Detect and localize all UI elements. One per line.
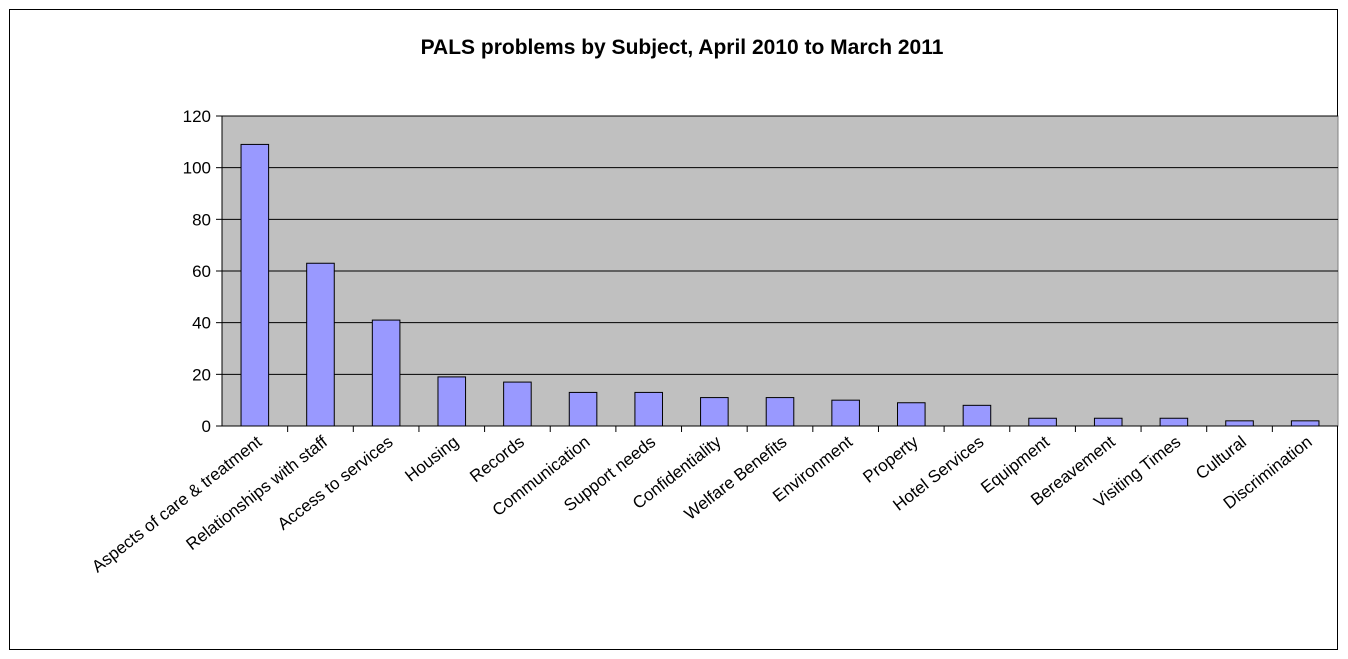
y-tick-label: 100 xyxy=(183,159,211,178)
bar xyxy=(765,397,795,427)
x-category-label: Cultural xyxy=(1192,432,1250,483)
bar xyxy=(1225,420,1254,427)
bar xyxy=(962,404,992,427)
x-category-labels: Aspects of care & treatmentRelationships… xyxy=(88,432,1315,576)
gridlines xyxy=(222,115,1338,375)
y-tick-label: 20 xyxy=(192,365,211,384)
bar xyxy=(1028,417,1057,427)
y-tick-label: 60 xyxy=(192,262,211,281)
bar xyxy=(568,391,598,427)
y-tick-label: 0 xyxy=(202,417,211,436)
y-tick-label: 80 xyxy=(192,210,211,229)
y-tick-label: 120 xyxy=(183,107,211,126)
bar xyxy=(240,143,270,427)
axes xyxy=(216,115,1338,432)
bar xyxy=(634,391,663,427)
bar xyxy=(1159,417,1189,427)
y-tick-label: 40 xyxy=(192,314,211,333)
bar xyxy=(1093,417,1123,427)
bar xyxy=(831,399,860,427)
x-category-label: Housing xyxy=(401,432,462,485)
x-category-label: Records xyxy=(466,432,528,486)
bars xyxy=(240,143,1320,427)
bar xyxy=(437,376,467,427)
bar xyxy=(897,402,926,427)
y-tick-labels: 0 20 40 60 80 100 120 xyxy=(183,107,211,436)
bar xyxy=(1290,420,1320,427)
x-category-label: Access to services xyxy=(274,432,397,534)
chart-title: PALS problems by Subject, April 2010 to … xyxy=(421,36,944,59)
bar xyxy=(503,381,532,427)
bar xyxy=(371,319,401,427)
x-category-label: Property xyxy=(859,432,922,487)
bar xyxy=(306,262,335,427)
bar xyxy=(700,397,729,427)
